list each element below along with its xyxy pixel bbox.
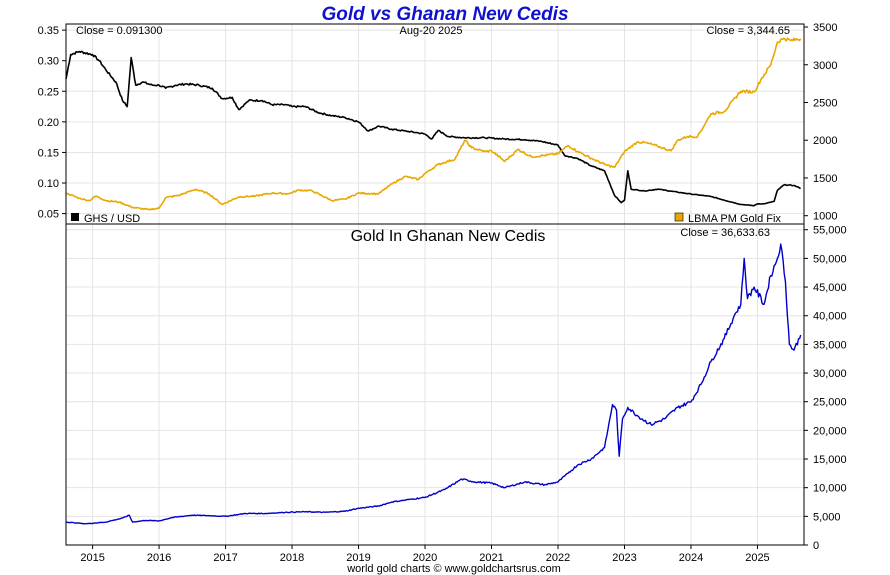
bottom-right-tick-label: 10,000 — [813, 483, 847, 495]
footer-credit: world gold charts © www.goldchartsrus.co… — [346, 563, 561, 575]
bottom-right-tick-label: 0 — [813, 540, 819, 552]
x-tick-label: 2025 — [745, 552, 769, 564]
bottom-right-tick-label: 25,000 — [813, 397, 847, 409]
bottom-panel-title: Gold In Ghanan New Cedis — [351, 228, 546, 245]
close-bottom-label: Close = 36,633.63 — [680, 227, 770, 239]
legend-label-ghs: GHS / USD — [84, 213, 140, 225]
close-left-label: Close = 0.091300 — [76, 25, 163, 37]
bottom-right-tick-label: 30,000 — [813, 368, 847, 380]
date-label: Aug-20 2025 — [400, 25, 463, 37]
bottom-right-tick-label: 50,000 — [813, 253, 847, 265]
bottom-right-tick-label: 20,000 — [813, 425, 847, 437]
x-tick-label: 2023 — [612, 552, 636, 564]
left-axis-ticks: 0.35 0.30 0.25 0.20 0.15 0.10 0.05 — [38, 25, 66, 221]
series-ghs-usd-line — [65, 50, 801, 207]
left-tick-label: 0.20 — [38, 117, 59, 129]
x-tick-label: 2015 — [80, 552, 104, 564]
top-panel-grid — [66, 24, 804, 224]
bottom-panel-grid — [66, 224, 804, 546]
right-tick-label: 2000 — [813, 135, 837, 147]
x-tick-label: 2017 — [213, 552, 237, 564]
x-tick-label: 2020 — [413, 552, 437, 564]
bottom-panel-frame — [65, 223, 805, 546]
left-tick-label: 0.35 — [38, 25, 59, 37]
close-right-label: Close = 3,344.65 — [707, 25, 790, 37]
series-gold-fix-line — [65, 37, 802, 211]
x-tick-label: 2019 — [346, 552, 370, 564]
chart-title: Gold vs Ghanan New Cedis — [321, 4, 568, 25]
x-tick-label: 2021 — [479, 552, 503, 564]
left-tick-label: 0.15 — [38, 147, 59, 159]
x-tick-label: 2016 — [147, 552, 171, 564]
bottom-right-tick-label: 55,000 — [813, 225, 847, 237]
left-tick-label: 0.25 — [38, 86, 59, 98]
right-tick-label: 1000 — [813, 211, 837, 223]
bottom-right-tick-label: 45,000 — [813, 282, 847, 294]
right-axis-ticks: 3500 3000 2500 2000 1500 1000 — [804, 22, 837, 223]
legend-swatch-ghs — [71, 213, 79, 221]
x-axis-ticks: 2015 2016 2017 2018 2019 2020 2021 2022 2023 2024… — [80, 545, 770, 564]
right-tick-label: 1500 — [813, 173, 837, 185]
bottom-right-axis-ticks: 55,000 50,000 45,000 40,000 35,000 30,000 25,0… — [804, 225, 847, 552]
left-tick-label: 0.05 — [38, 209, 59, 221]
series-gold-in-cedis-line — [65, 243, 802, 525]
bottom-right-tick-label: 40,000 — [813, 311, 847, 323]
x-tick-label: 2018 — [280, 552, 304, 564]
legend-label-gold: LBMA PM Gold Fix — [688, 213, 781, 225]
bottom-right-tick-label: 35,000 — [813, 339, 847, 351]
x-tick-label: 2022 — [546, 552, 570, 564]
right-tick-label: 3000 — [813, 60, 837, 72]
x-tick-label: 2024 — [679, 552, 703, 564]
right-tick-label: 3500 — [813, 22, 837, 34]
legend-swatch-gold — [674, 212, 684, 222]
left-tick-label: 0.30 — [38, 56, 59, 68]
bottom-right-tick-label: 15,000 — [813, 454, 847, 466]
left-tick-label: 0.10 — [38, 178, 59, 190]
right-tick-label: 2500 — [813, 97, 837, 109]
bottom-right-tick-label: 5,000 — [813, 511, 841, 523]
